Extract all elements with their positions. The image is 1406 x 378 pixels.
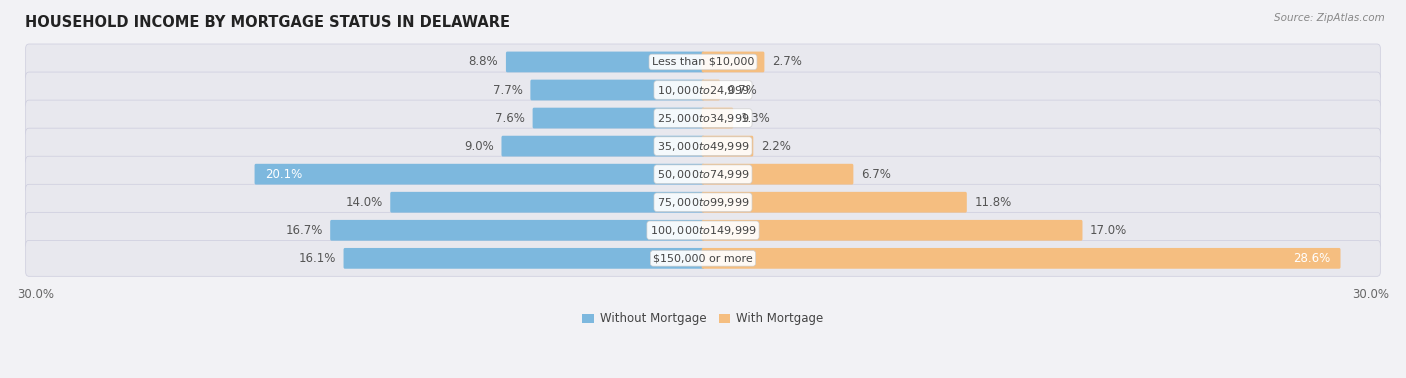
FancyBboxPatch shape bbox=[254, 164, 704, 184]
Legend: Without Mortgage, With Mortgage: Without Mortgage, With Mortgage bbox=[578, 308, 828, 330]
Text: 0.7%: 0.7% bbox=[727, 84, 758, 96]
FancyBboxPatch shape bbox=[530, 80, 704, 101]
FancyBboxPatch shape bbox=[702, 192, 967, 212]
FancyBboxPatch shape bbox=[702, 51, 765, 72]
FancyBboxPatch shape bbox=[25, 44, 1381, 80]
FancyBboxPatch shape bbox=[25, 100, 1381, 136]
Text: $150,000 or more: $150,000 or more bbox=[654, 253, 752, 263]
Text: 8.8%: 8.8% bbox=[468, 56, 498, 68]
Text: 2.7%: 2.7% bbox=[772, 56, 801, 68]
FancyBboxPatch shape bbox=[533, 108, 704, 129]
Text: 17.0%: 17.0% bbox=[1090, 224, 1128, 237]
FancyBboxPatch shape bbox=[25, 72, 1381, 108]
Text: $35,000 to $49,999: $35,000 to $49,999 bbox=[657, 139, 749, 153]
FancyBboxPatch shape bbox=[25, 212, 1381, 248]
FancyBboxPatch shape bbox=[702, 220, 1083, 241]
FancyBboxPatch shape bbox=[702, 80, 720, 101]
Text: 7.6%: 7.6% bbox=[495, 112, 524, 125]
FancyBboxPatch shape bbox=[391, 192, 704, 212]
FancyBboxPatch shape bbox=[702, 136, 754, 156]
Text: 11.8%: 11.8% bbox=[974, 196, 1012, 209]
FancyBboxPatch shape bbox=[25, 156, 1381, 192]
Text: 2.2%: 2.2% bbox=[761, 139, 790, 153]
Text: $25,000 to $34,999: $25,000 to $34,999 bbox=[657, 112, 749, 125]
FancyBboxPatch shape bbox=[25, 184, 1381, 220]
Text: HOUSEHOLD INCOME BY MORTGAGE STATUS IN DELAWARE: HOUSEHOLD INCOME BY MORTGAGE STATUS IN D… bbox=[24, 15, 509, 30]
FancyBboxPatch shape bbox=[25, 240, 1381, 276]
Text: 20.1%: 20.1% bbox=[264, 168, 302, 181]
FancyBboxPatch shape bbox=[702, 164, 853, 184]
Text: Source: ZipAtlas.com: Source: ZipAtlas.com bbox=[1274, 13, 1385, 23]
Text: 7.7%: 7.7% bbox=[494, 84, 523, 96]
Text: 16.1%: 16.1% bbox=[298, 252, 336, 265]
FancyBboxPatch shape bbox=[330, 220, 704, 241]
Text: 6.7%: 6.7% bbox=[860, 168, 891, 181]
FancyBboxPatch shape bbox=[702, 248, 1340, 269]
Text: $50,000 to $74,999: $50,000 to $74,999 bbox=[657, 168, 749, 181]
Text: 28.6%: 28.6% bbox=[1294, 252, 1330, 265]
Text: 16.7%: 16.7% bbox=[285, 224, 322, 237]
FancyBboxPatch shape bbox=[502, 136, 704, 156]
Text: Less than $10,000: Less than $10,000 bbox=[652, 57, 754, 67]
Text: $75,000 to $99,999: $75,000 to $99,999 bbox=[657, 196, 749, 209]
Text: 14.0%: 14.0% bbox=[346, 196, 382, 209]
Text: $100,000 to $149,999: $100,000 to $149,999 bbox=[650, 224, 756, 237]
FancyBboxPatch shape bbox=[343, 248, 704, 269]
FancyBboxPatch shape bbox=[506, 51, 704, 72]
Text: 1.3%: 1.3% bbox=[741, 112, 770, 125]
FancyBboxPatch shape bbox=[702, 108, 734, 129]
FancyBboxPatch shape bbox=[25, 128, 1381, 164]
Text: $10,000 to $24,999: $10,000 to $24,999 bbox=[657, 84, 749, 96]
Text: 9.0%: 9.0% bbox=[464, 139, 494, 153]
